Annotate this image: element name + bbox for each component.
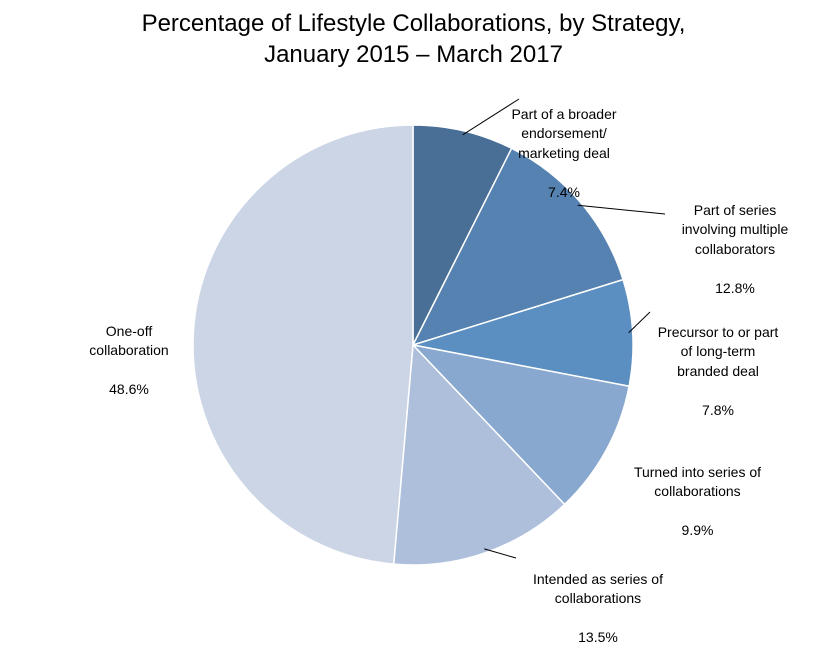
- pie-slice-turned-into-series: [410, 343, 630, 506]
- slice-label-one-off: One-off collaboration 48.6%: [74, 302, 184, 400]
- pie-slice-precursor: [412, 278, 634, 388]
- slice-label-text: One-off collaboration: [89, 322, 169, 359]
- slice-label-text: Part of series involving multiple collabor…: [681, 201, 789, 257]
- leader-line-precursor: [628, 311, 651, 334]
- slice-label-turned-into-series: Turned into series of collaborations 9.9%: [615, 443, 780, 541]
- pie-slice-one-off: [192, 124, 414, 565]
- slice-value-text: 48.6%: [109, 381, 149, 397]
- slice-label-text: Precursor to or part of long-term branded …: [657, 323, 779, 379]
- leader-line-endorsement: [462, 98, 520, 136]
- chart-title-line1: Percentage of Lifestyle Collaborations, …: [141, 10, 686, 37]
- slice-label-text: Turned into series of collaborations: [633, 463, 762, 500]
- chart-title: Percentage of Lifestyle Collaborations, …: [0, 8, 827, 70]
- slice-value-text: 9.9%: [681, 522, 714, 538]
- slice-label-series-multiple: Part of series involving multiple collabor…: [664, 181, 806, 298]
- slice-label-text: Intended as series of collaborations: [533, 570, 663, 607]
- pie-chart: [192, 98, 666, 566]
- leader-line-intended-series: [484, 548, 517, 559]
- pie-slice-intended-series: [392, 343, 566, 566]
- slice-label-endorsement: Part of a broader endorsement/marketing d…: [497, 85, 631, 202]
- slice-label-intended-series: Intended as series of collaborations 13.5…: [512, 550, 684, 648]
- slice-label-precursor: Precursor to or part of long-term branded …: [648, 303, 788, 420]
- chart-title-line2: January 2015 – March 2017: [264, 41, 563, 68]
- slice-value-text: 7.4%: [548, 183, 580, 200]
- slice-value-text: 7.8%: [702, 401, 734, 418]
- slice-value-text: 12.8%: [715, 279, 755, 296]
- slice-value-text: 13.5%: [578, 629, 618, 645]
- slice-label-text: Part of a broader endorsement/marketing d…: [511, 105, 617, 161]
- leader-line-series-multiple: [577, 204, 666, 215]
- pie-slice-endorsement: [412, 124, 513, 346]
